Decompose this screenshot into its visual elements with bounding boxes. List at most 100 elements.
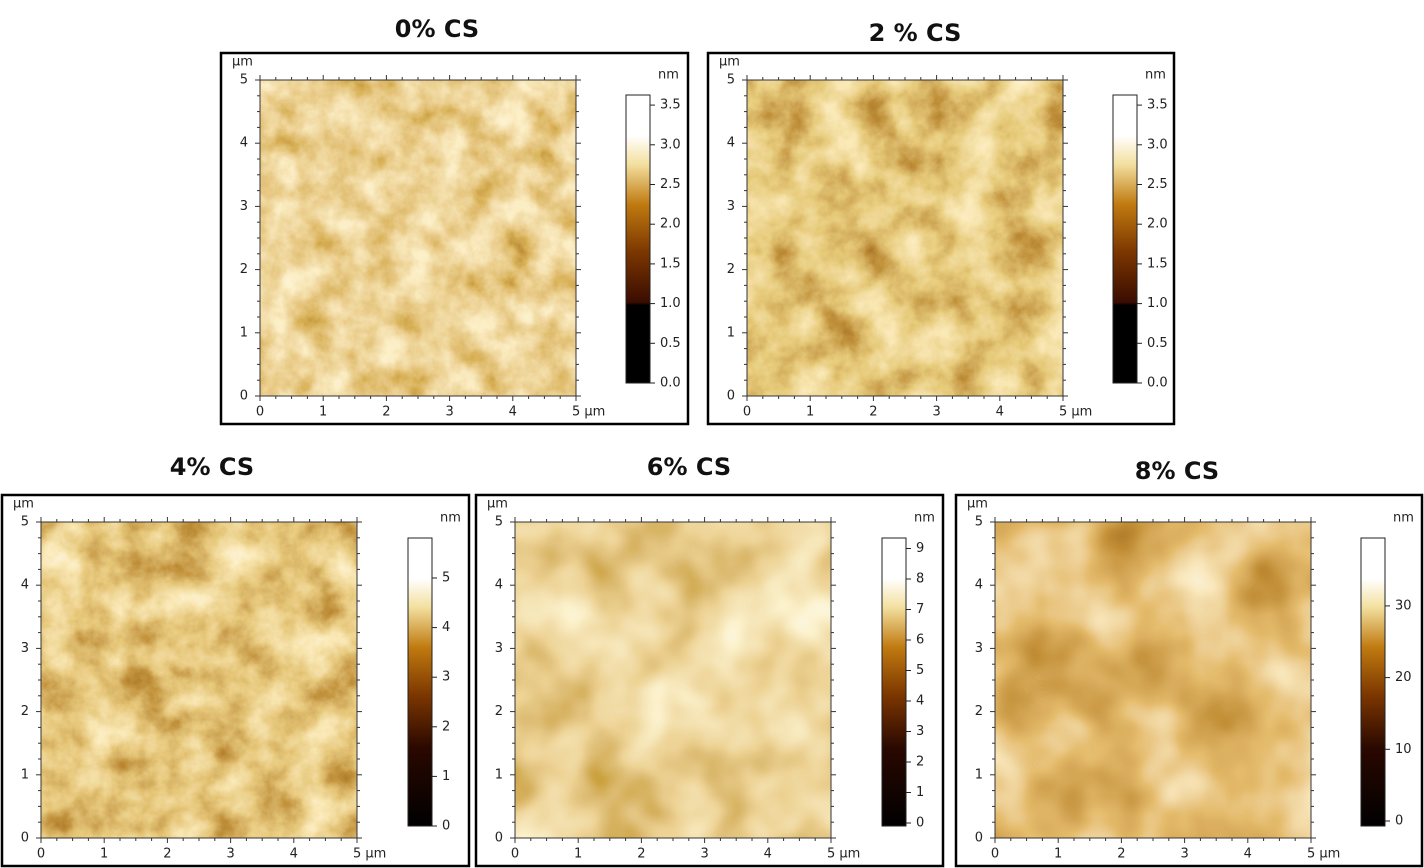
colorbar-tick-label: 3.0 [1147, 137, 1168, 152]
afm-panel: 8% CS 0 1 2 3 4 5 µm 0 1 2 3 4 5 µm nm 0 10 20 30 [954, 457, 1424, 868]
colorbar-tick-label: 10 [1395, 742, 1412, 757]
y-tick-label: 4 [21, 578, 29, 593]
colorbar-tick-label: 6 [916, 633, 924, 648]
x-tick-label: 0 [743, 405, 751, 420]
y-tick-label: 3 [495, 641, 503, 656]
colorbar-unit: nm [658, 68, 679, 83]
y-tick-label: 1 [727, 325, 735, 340]
x-tick-label: 0 [256, 405, 264, 420]
y-tick-label: 5 [727, 73, 735, 88]
afm-panel: 6% CS 0 1 2 3 4 5 µm 0 1 2 3 4 5 µm nm 0 1 2 3 4 5 6 7 8 9 [474, 453, 945, 868]
afm-panel: 4% CS 0 1 2 3 4 5 µm 0 1 2 3 4 5 µm nm 0 1 2 3 4 5 [0, 453, 471, 868]
x-tick-label: 5 µm [827, 847, 860, 862]
y-tick-label: 0 [727, 389, 735, 404]
y-unit: µm [719, 55, 740, 70]
x-tick-label: 3 [1180, 847, 1188, 862]
x-tick-label: 1 [319, 405, 327, 420]
x-tick-label: 1 [100, 847, 108, 862]
colorbar-tick-label: 0.5 [1147, 336, 1168, 351]
colorbar-unit: nm [914, 511, 935, 526]
colorbar-tick-label: 3 [442, 670, 450, 685]
y-tick-label: 0 [21, 831, 29, 846]
x-tick-label: 1 [574, 847, 582, 862]
x-tick-label: 4 [509, 405, 517, 420]
x-tick-label: 0 [511, 847, 519, 862]
y-tick-label: 3 [727, 199, 735, 214]
x-tick-label: 5 µm [1059, 405, 1092, 420]
colorbar-tick-label: 0 [442, 819, 450, 834]
colorbar-tick-label: 2.0 [660, 217, 681, 232]
colorbar-tick-label: 3.0 [660, 137, 681, 152]
y-unit: µm [13, 497, 34, 512]
colorbar-tick-label: 1.5 [1147, 256, 1168, 271]
y-tick-label: 4 [495, 578, 503, 593]
x-tick-label: 2 [382, 405, 390, 420]
y-tick-label: 4 [975, 578, 983, 593]
y-unit: µm [232, 55, 253, 70]
y-tick-label: 2 [727, 262, 735, 277]
x-tick-label: 2 [869, 405, 877, 420]
colorbar-tick-label: 0.5 [660, 336, 681, 351]
x-tick-label: 3 [700, 847, 708, 862]
y-tick-label: 3 [975, 641, 983, 656]
y-tick-label: 2 [21, 704, 29, 719]
x-tick-label: 4 [764, 847, 772, 862]
panel-frame [0, 493, 471, 868]
panel-title: 6% CS [647, 453, 731, 481]
colorbar-tick-label: 2 [916, 755, 924, 770]
panel-frame [954, 493, 1424, 868]
colorbar-unit: nm [440, 511, 461, 526]
y-tick-label: 3 [21, 641, 29, 656]
x-tick-label: 5 µm [1307, 847, 1340, 862]
x-tick-label: 3 [445, 405, 453, 420]
x-tick-label: 2 [1117, 847, 1125, 862]
x-tick-label: 5 µm [572, 405, 605, 420]
y-tick-label: 3 [240, 199, 248, 214]
afm-image [747, 80, 1063, 396]
colorbar-tick-label: 2 [442, 719, 450, 734]
afm-image [515, 522, 831, 838]
colorbar-tick-label: 3 [916, 724, 924, 739]
colorbar [1112, 94, 1138, 384]
x-tick-label: 2 [637, 847, 645, 862]
y-tick-label: 1 [495, 767, 503, 782]
colorbar-tick-label: 0.0 [660, 376, 681, 391]
y-unit: µm [967, 497, 988, 512]
colorbar-tick-label: 3.5 [660, 98, 681, 113]
y-unit: µm [487, 497, 508, 512]
colorbar-unit: nm [1145, 68, 1166, 83]
colorbar-tick-label: 3.5 [1147, 98, 1168, 113]
panel-frame [219, 51, 690, 426]
colorbar [1360, 537, 1386, 827]
y-tick-label: 2 [495, 704, 503, 719]
y-tick-label: 0 [495, 831, 503, 846]
afm-image [41, 522, 357, 838]
panel-title: 0% CS [395, 15, 479, 43]
panel-title: 8% CS [1135, 457, 1219, 485]
y-tick-label: 2 [975, 704, 983, 719]
x-tick-label: 0 [37, 847, 45, 862]
panel-frame [706, 51, 1176, 426]
colorbar-tick-label: 5 [442, 571, 450, 586]
y-tick-label: 5 [240, 73, 248, 88]
x-tick-label: 0 [991, 847, 999, 862]
colorbar-tick-label: 1 [442, 769, 450, 784]
panel-frame [474, 493, 945, 868]
y-tick-label: 4 [240, 136, 248, 151]
colorbar-tick-label: 5 [916, 663, 924, 678]
colorbar-tick-label: 7 [916, 602, 924, 617]
x-tick-label: 3 [932, 405, 940, 420]
y-tick-label: 5 [21, 515, 29, 530]
panel-title: 4% CS [170, 453, 254, 481]
colorbar-tick-label: 8 [916, 572, 924, 587]
colorbar-tick-label: 20 [1395, 670, 1412, 685]
x-tick-label: 3 [226, 847, 234, 862]
afm-panel: 2 % CS 0 1 2 3 4 5 µm 0 1 2 3 4 5 µm nm 0.0 0.5 1.0 1.5 2.0… [706, 19, 1176, 426]
x-tick-label: 4 [290, 847, 298, 862]
y-tick-label: 0 [240, 389, 248, 404]
y-tick-label: 1 [975, 767, 983, 782]
afm-image [995, 522, 1311, 838]
colorbar [625, 94, 651, 384]
